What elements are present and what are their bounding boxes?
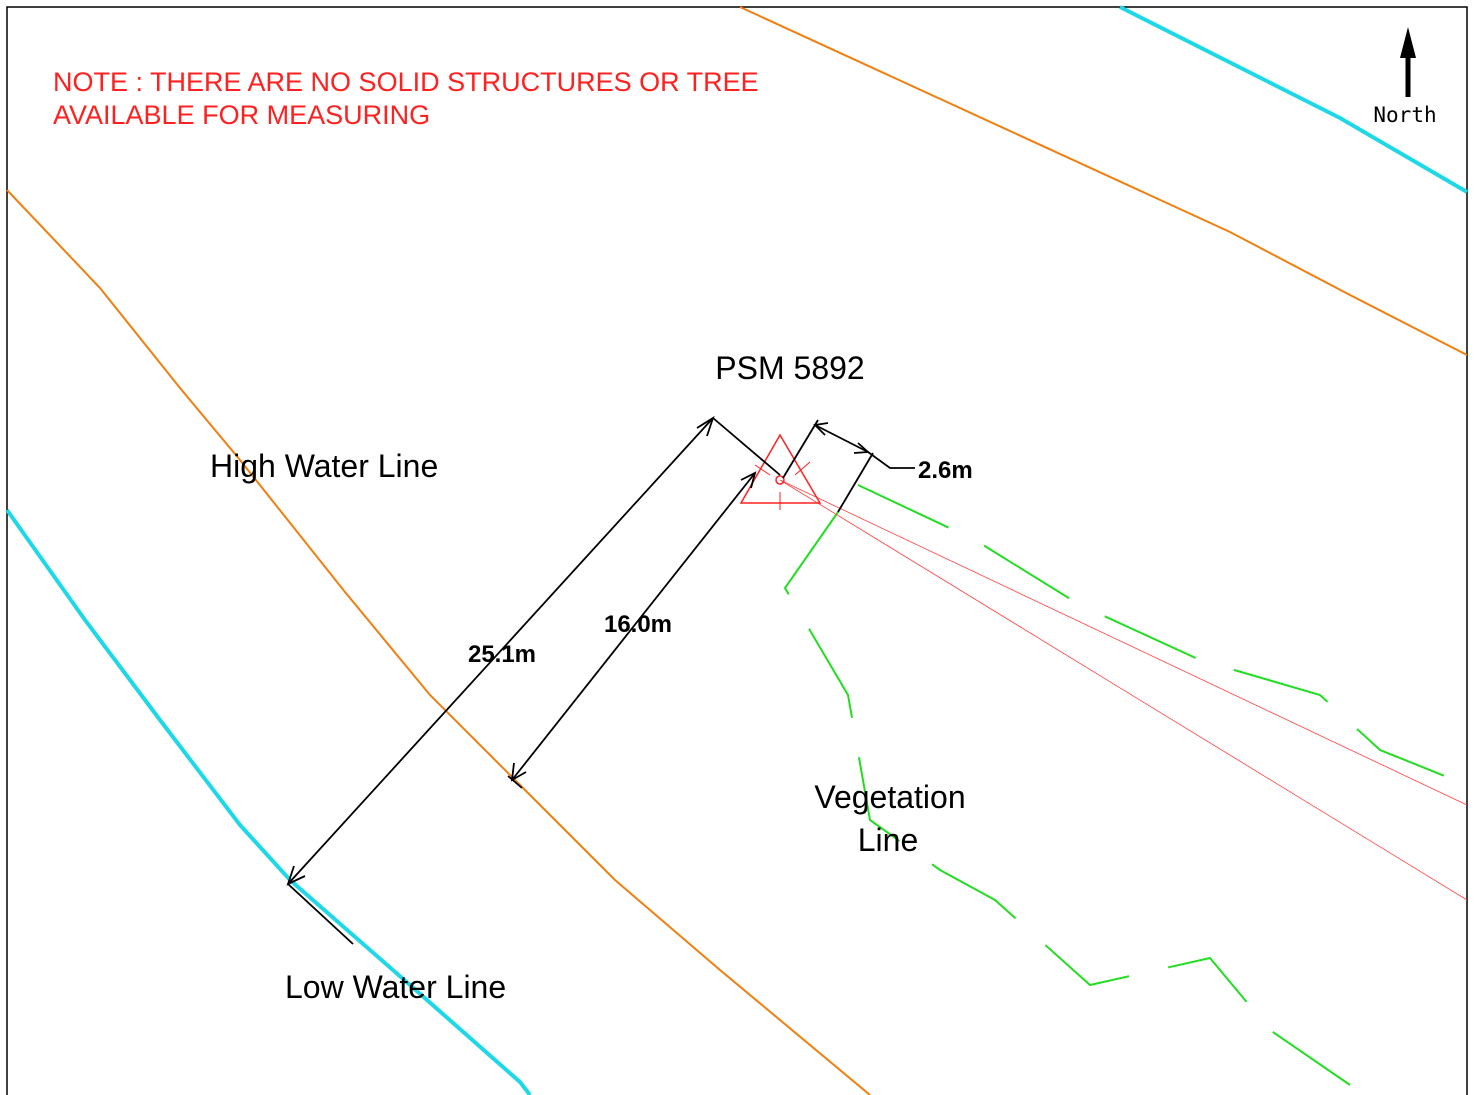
bearing-line bbox=[779, 479, 1468, 806]
low-water-label: Low Water Line bbox=[285, 969, 506, 1005]
survey-point bbox=[775, 475, 785, 485]
dimension-label: 2.6m bbox=[918, 457, 973, 484]
tick bbox=[754, 464, 771, 476]
vegetation-label: Line bbox=[858, 822, 919, 858]
cyan-line bbox=[1119, 5, 1469, 194]
note: NOTE : THERE ARE NO SOLID STRUCTURES OR … bbox=[53, 67, 759, 97]
dimension-label: 25.1m bbox=[468, 641, 536, 668]
dimensions bbox=[286, 415, 915, 945]
vegetation-label: Vegetation bbox=[814, 779, 965, 815]
north-arrowhead bbox=[1400, 27, 1416, 58]
mark-label: PSM 5892 bbox=[715, 350, 864, 386]
vegetation-line bbox=[857, 484, 1468, 786]
high-water-line bbox=[6, 189, 871, 1095]
bearing-line bbox=[779, 479, 1468, 901]
frame bbox=[6, 6, 1468, 1095]
tick bbox=[794, 461, 811, 476]
north-label: North bbox=[1373, 103, 1436, 127]
low-water-line bbox=[5, 508, 532, 1095]
note: AVAILABLE FOR MEASURING bbox=[53, 100, 430, 130]
high-water-label: High Water Line bbox=[210, 448, 438, 484]
dimension-label: 16.0m bbox=[604, 611, 672, 638]
orange-line bbox=[739, 6, 1468, 356]
vegetation-line bbox=[783, 511, 1351, 1086]
